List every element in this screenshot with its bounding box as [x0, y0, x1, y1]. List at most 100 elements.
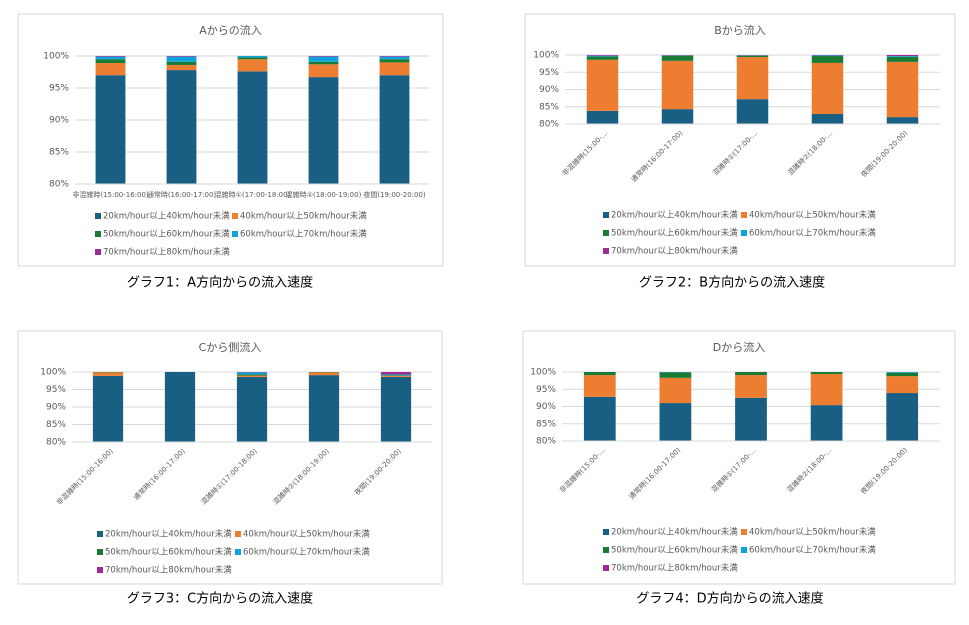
bar-segment [586, 56, 619, 60]
bar-segment [811, 113, 844, 124]
legend-swatch [97, 567, 103, 573]
legend-swatch [741, 529, 747, 535]
caption: グラフ1：A方向からの流入速度 [127, 275, 313, 291]
y-tick-label: 85% [46, 420, 66, 430]
legend-label: 60km/hour以上70km/hour未満 [749, 545, 876, 556]
y-tick-label: 80% [49, 180, 69, 190]
caption: グラフ3：C方向からの流入速度 [127, 591, 313, 607]
legend-label: 60km/hour以上70km/hour未満 [240, 229, 367, 240]
bar-segment [95, 56, 126, 57]
bar-segment [308, 372, 340, 376]
bar-segment [166, 56, 197, 57]
bar-segment [886, 372, 919, 373]
bar-segment [583, 372, 616, 376]
y-tick-label: 80% [46, 438, 66, 448]
bar-segment [166, 61, 197, 65]
y-tick-label: 95% [536, 385, 556, 395]
bar-segment [886, 376, 919, 394]
bar-segment [661, 55, 694, 61]
legend-swatch [603, 248, 609, 254]
legend-label: 50km/hour以上60km/hour未満 [611, 228, 738, 239]
bar-segment [308, 56, 339, 62]
bar-segment [236, 375, 268, 377]
legend-swatch [741, 230, 747, 236]
bar-segment [380, 375, 412, 377]
bar-segment [95, 56, 126, 60]
bar-segment [379, 62, 410, 76]
legend-label: 40km/hour以上50km/hour未満 [243, 529, 370, 540]
bar-segment [810, 374, 843, 406]
legend-label: 50km/hour以上60km/hour未満 [103, 229, 230, 240]
y-tick-label: 100% [533, 51, 559, 61]
x-tick-label: 混雑時①(17:00-18:00) [215, 190, 291, 199]
legend-swatch [603, 529, 609, 535]
legend-swatch [603, 565, 609, 571]
bar-segment [380, 376, 412, 442]
bar-segment [92, 375, 124, 442]
legend-swatch [741, 547, 747, 553]
legend-label: 70km/hour以上80km/hour未満 [611, 563, 738, 574]
legend-swatch [97, 549, 103, 555]
bar-segment [735, 372, 767, 376]
chart-frame [522, 330, 956, 585]
bar-segment [661, 60, 694, 110]
legend-swatch [235, 531, 241, 537]
bar-segment [811, 62, 844, 114]
legend-label: 20km/hour以上40km/hour未満 [103, 211, 230, 222]
bar-segment [736, 99, 769, 124]
bar-segment [95, 63, 126, 76]
y-tick-label: 80% [536, 437, 556, 447]
chart-title: Dから流入 [713, 340, 765, 354]
legend-swatch [97, 531, 103, 537]
legend-swatch [95, 231, 101, 237]
bar-segment [736, 57, 769, 100]
bar-segment [237, 59, 268, 72]
legend-label: 60km/hour以上70km/hour未満 [749, 228, 876, 239]
y-tick-label: 95% [539, 68, 559, 78]
bar-segment [583, 396, 616, 441]
y-tick-label: 90% [536, 402, 556, 412]
caption: グラフ2：B方向からの流入速度 [639, 275, 825, 291]
bar-segment [308, 64, 339, 78]
bar-segment [95, 59, 126, 64]
bar-segment [164, 372, 196, 442]
bar-segment [379, 56, 410, 60]
x-tick-label: 非混雑時(15:00-16:00) [72, 190, 149, 199]
bar-segment [92, 372, 124, 376]
bar-segment [811, 55, 844, 57]
bar-segment [886, 55, 919, 57]
legend-label: 20km/hour以上40km/hour未満 [611, 210, 738, 221]
legend-label: 60km/hour以上70km/hour未満 [243, 547, 370, 558]
bar-segment [379, 56, 410, 57]
chart-frame [524, 13, 956, 267]
y-tick-label: 100% [40, 368, 66, 378]
bar-segment [886, 372, 919, 377]
y-tick-label: 100% [530, 368, 556, 378]
bar-segment [659, 377, 692, 404]
legend-label: 20km/hour以上40km/hour未満 [611, 527, 738, 538]
legend-label: 40km/hour以上50km/hour未満 [749, 527, 876, 538]
legend-label: 70km/hour以上80km/hour未満 [611, 246, 738, 257]
bar-segment [886, 61, 919, 118]
y-tick-label: 85% [539, 102, 559, 112]
legend-label: 40km/hour以上50km/hour未満 [749, 210, 876, 221]
bar-segment [886, 393, 919, 441]
bar-segment [659, 372, 692, 378]
caption: グラフ4：D方向からの流入速度 [636, 591, 823, 607]
bar-segment [308, 61, 339, 65]
y-tick-label: 95% [46, 385, 66, 395]
bar-segment [886, 117, 919, 124]
chart-title: Bから流入 [714, 23, 766, 37]
y-tick-label: 85% [536, 419, 556, 429]
x-tick-label: 混雑時②(18:00-19:00) [286, 190, 362, 199]
legend-label: 40km/hour以上50km/hour未満 [240, 211, 367, 222]
bar-segment [379, 75, 410, 184]
bar-segment [236, 376, 268, 442]
bar-segment [810, 372, 843, 375]
y-tick-label: 95% [49, 84, 69, 94]
legend-label: 20km/hour以上40km/hour未満 [105, 529, 232, 540]
bar-segment [237, 57, 268, 60]
bar-segment [661, 109, 694, 124]
y-tick-label: 80% [539, 120, 559, 130]
chart-title: Aからの流入 [199, 23, 262, 37]
